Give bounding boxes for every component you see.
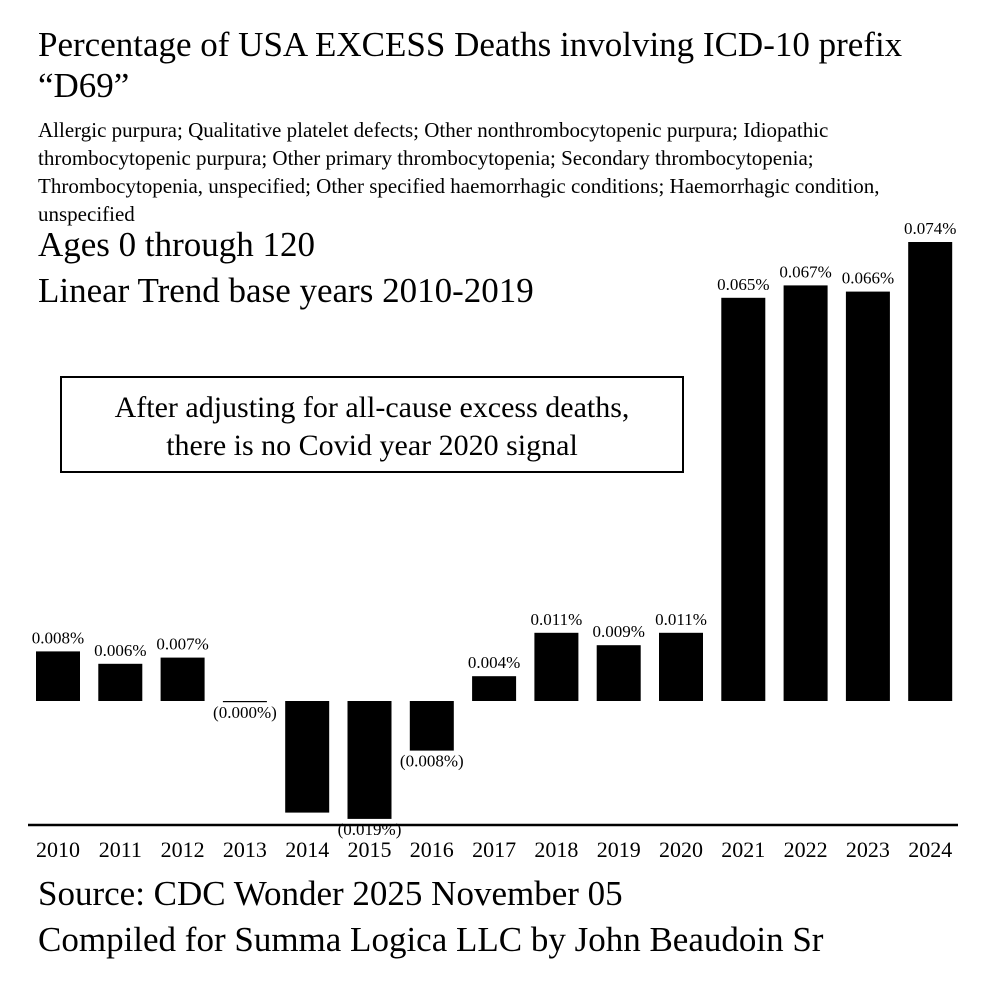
bar-2013 (222, 701, 267, 703)
bar-2020 (659, 632, 703, 701)
x-tick-2015: 2015 (348, 837, 392, 862)
x-tick-2019: 2019 (597, 837, 641, 862)
bar-2024 (908, 242, 953, 701)
annotation-box: After adjusting for all-cause excess dea… (60, 376, 684, 473)
x-tick-2011: 2011 (99, 837, 142, 862)
bar-2017 (472, 676, 517, 701)
bar-2018 (534, 632, 579, 701)
data-label-2016: (0.008%) (400, 752, 464, 771)
data-label-2021: 0.065% (717, 275, 769, 294)
bar-2010 (36, 651, 80, 701)
bar-2016 (409, 701, 454, 751)
bar-2023 (845, 291, 890, 701)
x-tick-2013: 2013 (223, 837, 267, 862)
data-label-2023: 0.066% (842, 269, 894, 288)
x-tick-2012: 2012 (161, 837, 205, 862)
data-label-2015: (0.019%) (338, 820, 402, 839)
data-label-2012: 0.007% (156, 635, 208, 654)
bar-2012 (160, 657, 205, 701)
labels-layer: 0.008% 0.006% 0.007% (0.000%) (0.019%) (0.008… (32, 219, 957, 839)
x-tick-2022: 2022 (784, 837, 828, 862)
bar-2022 (783, 285, 828, 701)
ages-note: Ages 0 through 120 (38, 225, 316, 264)
bars-layer (36, 242, 953, 819)
ticks-layer: 2010 2011 2012 2013 2014 2015 2016 2017 2018 2019… (36, 837, 952, 862)
bar-2014 (285, 701, 330, 813)
x-tick-2016: 2016 (410, 837, 454, 862)
x-tick-2024: 2024 (908, 837, 952, 862)
x-tick-2023: 2023 (846, 837, 890, 862)
x-tick-2017: 2017 (472, 837, 516, 862)
trend-note: Linear Trend base years 2010-2019 (38, 271, 534, 310)
credit-note: Compiled for Summa Logica LLC by John Be… (38, 920, 824, 959)
annotation-line-2: there is no Covid year 2020 signal (166, 429, 578, 462)
x-tick-2020: 2020 (659, 837, 703, 862)
bar-2015 (347, 701, 392, 819)
data-label-2022: 0.067% (779, 262, 831, 281)
chart-subtitle: Allergic purpura; Qualitative platelet d… (38, 118, 880, 226)
bar-2019 (596, 645, 641, 701)
data-label-2011: 0.006% (94, 641, 146, 660)
x-tick-2021: 2021 (721, 837, 765, 862)
data-label-2024: 0.074% (904, 219, 956, 238)
data-label-2010: 0.008% (32, 628, 84, 647)
source-note: Source: CDC Wonder 2025 November 05 (38, 874, 623, 913)
chart-title: Percentage of USA EXCESS Deaths involvin… (38, 25, 903, 105)
annotation-line-1: After adjusting for all-cause excess dea… (114, 391, 630, 424)
x-tick-2018: 2018 (534, 837, 578, 862)
bar-2011 (98, 663, 143, 701)
data-label-2018: 0.011% (531, 610, 583, 629)
x-tick-2010: 2010 (36, 837, 80, 862)
bar-2021 (721, 297, 766, 701)
data-label-2019: 0.009% (592, 622, 644, 641)
data-label-2017: 0.004% (468, 653, 520, 672)
data-label-2013: (0.000%) (213, 703, 277, 722)
x-tick-2014: 2014 (285, 837, 329, 862)
data-label-2020: 0.011% (655, 610, 707, 629)
